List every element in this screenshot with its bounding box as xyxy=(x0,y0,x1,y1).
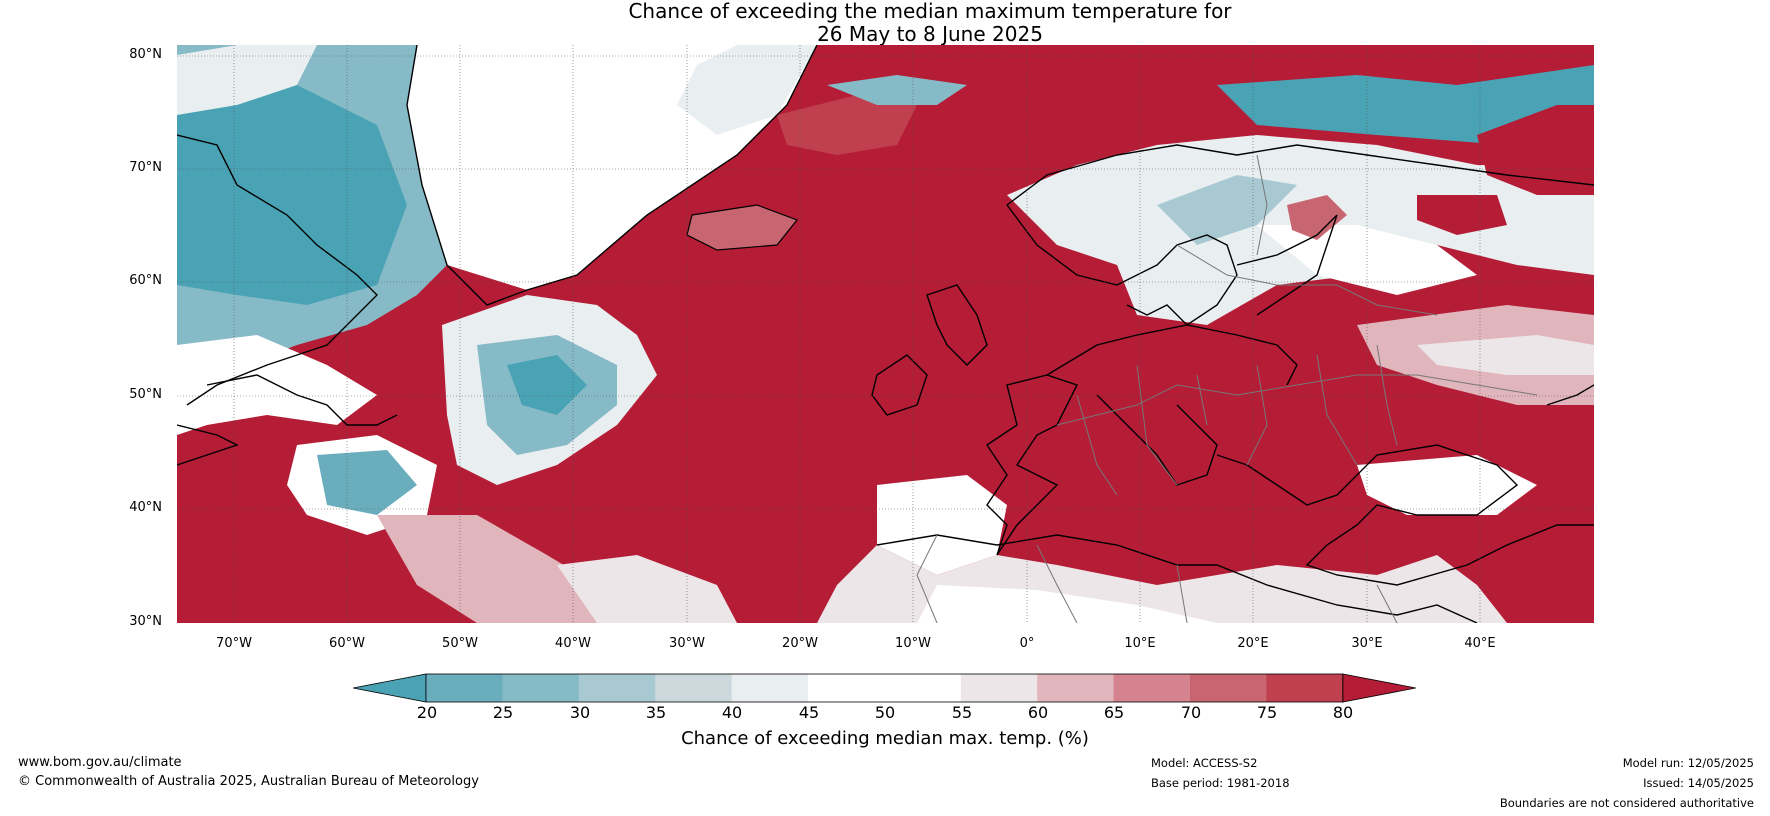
colorbar-swatch xyxy=(578,674,656,702)
colorbar-swatch xyxy=(884,674,962,702)
colorbar-tick: 50 xyxy=(874,703,896,722)
coastlines xyxy=(177,45,1594,623)
lat-label-80n: 80°N xyxy=(129,47,162,62)
colorbar-frame xyxy=(425,673,1344,703)
colorbar-extend-low xyxy=(353,673,427,703)
lat-label-40n: 40°N xyxy=(129,500,162,515)
lon-label-30w: 30°W xyxy=(669,636,705,651)
lon-label-10e: 10°E xyxy=(1124,636,1156,651)
lon-label-0: 0° xyxy=(1019,636,1035,651)
colorbar-swatch xyxy=(731,674,809,702)
colorbar xyxy=(353,673,1416,703)
forecast-map xyxy=(177,45,1594,623)
lat-label-50n: 50°N xyxy=(129,387,162,402)
lon-label-40e: 40°E xyxy=(1464,636,1496,651)
lat-label-70n: 70°N xyxy=(129,160,162,175)
colorbar-tick: 20 xyxy=(416,703,438,722)
footer-url: www.bom.gov.au/climate xyxy=(18,755,182,770)
lat-label-60n: 60°N xyxy=(129,273,162,288)
colorbar-swatch xyxy=(1113,674,1191,702)
lon-label-70w: 70°W xyxy=(216,636,252,651)
lon-label-20w: 20°W xyxy=(782,636,818,651)
colorbar-swatch xyxy=(1266,674,1344,702)
footer-copyright: © Commonwealth of Australia 2025, Austra… xyxy=(18,774,479,789)
colorbar-swatch xyxy=(655,674,733,702)
lat-label-30n: 30°N xyxy=(129,614,162,629)
footer-model: Model: ACCESS-S2 xyxy=(1151,756,1258,770)
colorbar-tick: 55 xyxy=(951,703,973,722)
lon-label-50w: 50°W xyxy=(442,636,478,651)
colorbar-tick: 70 xyxy=(1180,703,1202,722)
lon-label-60w: 60°W xyxy=(329,636,365,651)
colorbar-swatch xyxy=(426,674,503,702)
footer-disclaimer: Boundaries are not considered authoritat… xyxy=(1499,796,1754,810)
colorbar-tick: 30 xyxy=(569,703,591,722)
title-line-2: 26 May to 8 June 2025 xyxy=(817,22,1043,46)
lon-label-40w: 40°W xyxy=(555,636,591,651)
colorbar-tick: 60 xyxy=(1027,703,1049,722)
colorbar-swatch xyxy=(960,674,1038,702)
colorbar-tick: 80 xyxy=(1332,703,1354,722)
lon-label-20e: 20°E xyxy=(1237,636,1269,651)
colorbar-tick: 35 xyxy=(645,703,667,722)
gridlines xyxy=(177,45,1594,623)
colorbar-swatch xyxy=(1037,674,1115,702)
chart-title: Chance of exceeding the median maximum t… xyxy=(0,0,1770,46)
footer-model-run: Model run: 12/05/2025 xyxy=(1622,756,1754,770)
footer-issued: Issued: 14/05/2025 xyxy=(1643,776,1754,790)
colorbar-label: Chance of exceeding median max. temp. (%… xyxy=(681,728,1089,749)
colorbar-tick: 45 xyxy=(798,703,820,722)
colorbar-tick: 25 xyxy=(492,703,514,722)
country-borders xyxy=(916,154,1538,623)
colorbar-swatch xyxy=(1190,674,1267,702)
colorbar-swatch xyxy=(808,674,885,702)
lon-label-30e: 30°E xyxy=(1351,636,1383,651)
iberia-north-africa-region xyxy=(877,475,1007,575)
colorbar-swatch xyxy=(502,674,580,702)
colorbar-tick: 65 xyxy=(1103,703,1125,722)
colorbar-tick: 75 xyxy=(1256,703,1278,722)
lon-label-10w: 10°W xyxy=(895,636,931,651)
colorbar-extend-high xyxy=(1342,673,1416,703)
colorbar-tick: 40 xyxy=(721,703,743,722)
title-line-1: Chance of exceeding the median maximum t… xyxy=(628,0,1232,23)
footer-base-period: Base period: 1981-2018 xyxy=(1151,776,1290,790)
